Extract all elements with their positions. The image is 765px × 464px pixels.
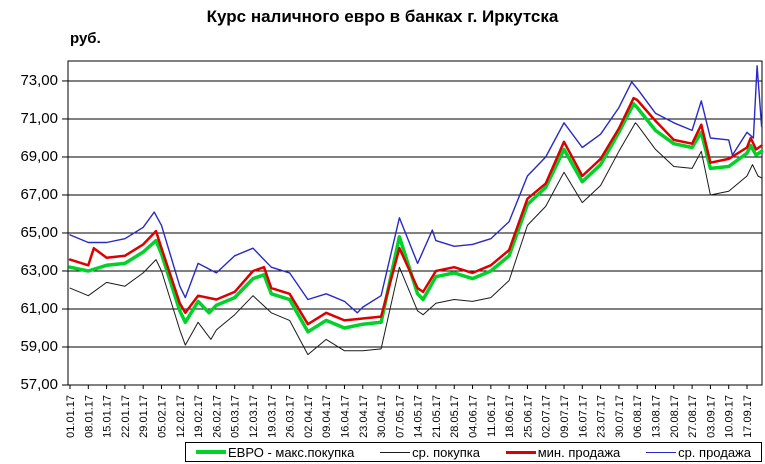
- y-axis-tick-label: 65,00: [20, 223, 58, 241]
- x-axis-date-label: 28.05.17: [449, 395, 461, 438]
- x-axis-date-label: 17.09.17: [742, 395, 754, 438]
- x-axis-date-label: 16.04.17: [339, 395, 351, 438]
- legend-item-avg-sell: ср. продажа: [646, 445, 751, 460]
- legend-line-sample-avg-sell: [646, 451, 677, 453]
- y-axis-tick-label: 61,00: [20, 299, 58, 317]
- legend-label-avg-buy: ср. покупка: [412, 444, 480, 460]
- x-axis-date-label: 03.09.17: [705, 395, 717, 438]
- y-axis-tick-label: 57,00: [20, 376, 58, 393]
- legend-item-avg-buy: ср. покупка: [380, 445, 480, 460]
- chart-title: Курс наличного евро в банках г. Иркутска: [206, 7, 559, 26]
- x-axis-date-label: 02.04.17: [303, 395, 315, 438]
- legend-line-sample-min-sell: [505, 450, 536, 454]
- x-axis-date-label: 19.02.17: [193, 395, 205, 438]
- x-axis-date-label: 11.06.17: [486, 395, 498, 437]
- x-axis-date-label: 25.06.17: [522, 395, 534, 438]
- x-axis-date-label: 05.03.17: [230, 395, 242, 438]
- x-axis-date-label: 14.05.17: [413, 395, 425, 438]
- y-axis-tick-label: 73,00: [20, 71, 58, 89]
- x-axis-date-label: 13.08.17: [651, 395, 663, 438]
- series-line-max-buy: [68, 102, 764, 334]
- x-axis-date-label: 21.05.17: [431, 395, 443, 438]
- x-axis-date-label: 10.09.17: [724, 395, 736, 438]
- x-axis-date-label: 04.06.17: [468, 395, 480, 438]
- x-axis-date-label: 30.07.17: [614, 395, 626, 438]
- legend-label-avg-sell: ср. продажа: [678, 444, 751, 460]
- x-axis-date-label: 30.04.17: [376, 395, 388, 438]
- y-axis-unit-label: руб.: [70, 30, 101, 47]
- x-axis-date-label: 06.08.17: [632, 395, 644, 438]
- legend-label-min-sell: мин. продажа: [537, 444, 621, 460]
- y-axis-tick-label: 63,00: [20, 261, 58, 279]
- x-axis-date-label: 27.08.17: [687, 395, 699, 438]
- x-axis-date-label: 20.08.17: [669, 395, 681, 438]
- x-axis-date-label: 23.04.17: [358, 395, 370, 438]
- x-axis-date-label: 26.03.17: [285, 395, 297, 438]
- y-axis-tick-label: 67,00: [20, 185, 58, 203]
- x-axis-date-label: 22.01.17: [120, 395, 132, 438]
- x-axis-date-label: 01.01.17: [65, 395, 77, 438]
- x-axis-date-label: 05.02.17: [156, 395, 168, 438]
- plot-border: [67, 60, 763, 386]
- legend-item-min-sell: мин. продажа: [505, 444, 621, 460]
- legend-item-max-buy: ЕВРО - макс.покупка: [196, 445, 354, 460]
- y-axis-tick-label: 59,00: [20, 337, 58, 355]
- series-line-avg-sell: [69, 65, 763, 314]
- legend-label-max-buy: ЕВРО - макс.покупка: [228, 444, 355, 460]
- x-axis-date-label: 12.03.17: [248, 395, 260, 438]
- x-axis-date-label: 16.07.17: [577, 395, 589, 438]
- legend-line-sample-max-buy: [196, 450, 226, 454]
- x-axis-date-label: 26.02.17: [211, 395, 223, 438]
- x-axis-date-label: 09.07.17: [559, 395, 571, 438]
- series-line-min-sell: [68, 96, 763, 326]
- series-line-avg-buy: [69, 122, 763, 356]
- x-axis-date-label: 08.01.17: [83, 395, 95, 438]
- y-axis-tick-label: 69,00: [20, 147, 58, 165]
- x-axis-date-label: 19.03.17: [266, 395, 278, 438]
- y-axis-tick-label: 71,00: [20, 109, 58, 127]
- x-axis-date-label: 07.05.17: [394, 395, 406, 438]
- x-axis-date-label: 18.06.17: [504, 395, 516, 438]
- x-axis-date-label: 09.04.17: [321, 395, 333, 438]
- x-axis-date-label: 02.07.17: [541, 395, 553, 438]
- x-axis-date-label: 23.07.17: [596, 395, 608, 438]
- x-axis-date-label: 12.02.17: [175, 395, 187, 438]
- x-axis-date-label: 15.01.17: [102, 395, 114, 438]
- legend-line-sample-avg-buy: [380, 451, 411, 453]
- x-axis-date-label: 29.01.17: [138, 395, 150, 438]
- legend: ЕВРО - макс.покупка ср. покупка мин. про…: [185, 442, 762, 462]
